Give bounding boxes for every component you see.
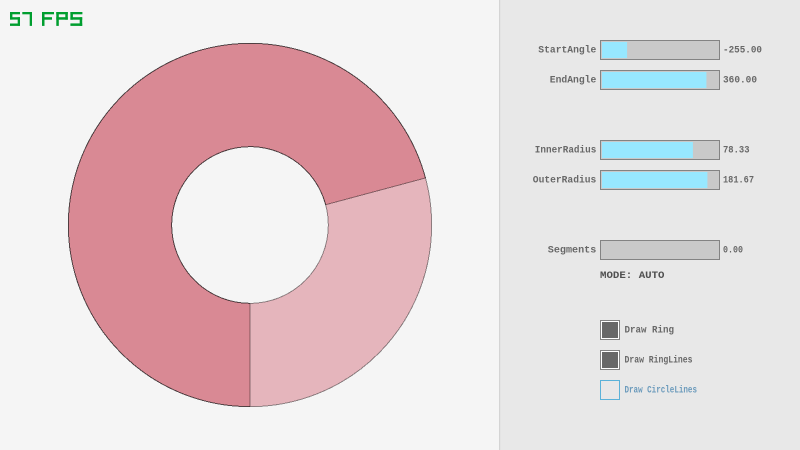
- svg-text:InnerRadius: InnerRadius: [535, 144, 597, 156]
- svg-text:EndAngle: EndAngle: [550, 74, 597, 86]
- svg-text:Draw CircleLines: Draw CircleLines: [625, 384, 698, 396]
- svg-text:Draw Ring: Draw Ring: [625, 324, 675, 336]
- svg-text:Segments: Segments: [548, 244, 597, 256]
- svg-text:-255.00: -255.00: [723, 44, 762, 56]
- svg-text:OuterRadius: OuterRadius: [533, 174, 597, 186]
- svg-text:360.00: 360.00: [723, 74, 757, 86]
- svg-text:Draw RingLines: Draw RingLines: [625, 354, 693, 366]
- svg-text:MODE: AUTO: MODE: AUTO: [600, 270, 665, 282]
- svg-text:181.67: 181.67: [723, 174, 754, 186]
- svg-text:78.33: 78.33: [723, 144, 750, 156]
- svg-text:StartAngle: StartAngle: [538, 44, 596, 56]
- svg-text:0.00: 0.00: [723, 244, 743, 256]
